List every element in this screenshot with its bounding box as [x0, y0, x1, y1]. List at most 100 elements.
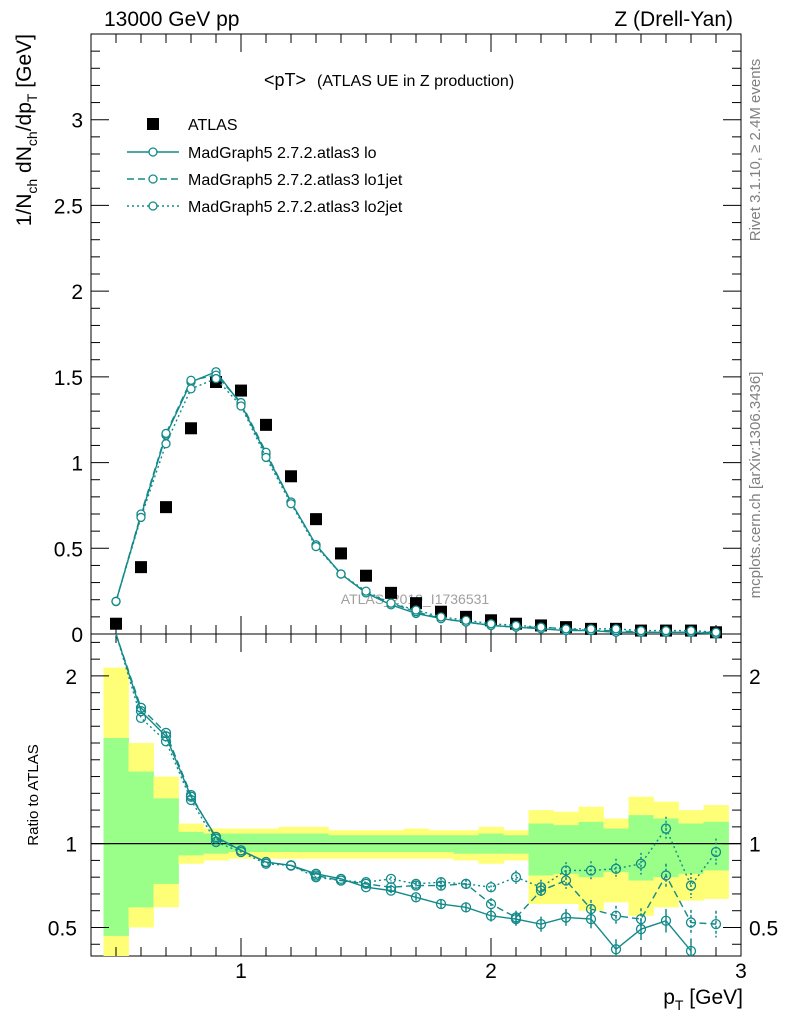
madgraph5-2-7-2-atlas3-lo2jet-ratio-marker	[260, 858, 272, 869]
axis-ticks	[90, 33, 742, 956]
band-green	[153, 798, 179, 884]
plot-title-main: <pT>	[264, 70, 306, 90]
x-axis-title-part: [GeV]	[683, 986, 743, 1009]
madgraph5-2-7-2-atlas3-lo-ratio-marker	[435, 898, 447, 910]
legend-marker	[148, 147, 158, 157]
madgraph5-2-7-2-atlas3-lo2jet-ratio-marker	[410, 878, 422, 890]
madgraph5-2-7-2-atlas3-lo2jet-main-marker	[361, 586, 371, 596]
atlas-data-point	[235, 384, 247, 397]
madgraph5-2-7-2-atlas3-lo-ratio-marker	[560, 912, 572, 923]
madgraph5-2-7-2-atlas3-lo2jet-ratio-marker	[310, 872, 322, 883]
y-axis-title-part: /dp	[13, 102, 36, 131]
y-tick-label-main: 0.5	[54, 538, 83, 561]
band-green	[253, 833, 279, 853]
madgraph5-2-7-2-atlas3-lo-ratio-marker	[460, 902, 472, 913]
atlas-data-point	[135, 561, 147, 574]
madgraph5-2-7-2-atlas3-lo2jet-ratio-marker	[535, 882, 547, 893]
y-tick-label-ratio-left: 0.5	[48, 917, 77, 940]
y-axis-title: 1/Nch dNch/dpT [GeV]	[13, 34, 40, 226]
madgraph5-2-7-2-atlas3-lo1jet-ratio-marker	[535, 885, 547, 896]
madgraph5-2-7-2-atlas3-lo2jet-ratio-marker	[185, 794, 197, 806]
madgraph5-2-7-2-atlas3-lo2jet-ratio-marker	[160, 736, 172, 747]
y-tick-label-main: 2.5	[54, 195, 83, 218]
band-green	[578, 821, 604, 878]
madgraph5-2-7-2-atlas3-lo1jet-ratio-marker	[510, 912, 522, 923]
madgraph5-2-7-2-atlas3-lo2jet-main-marker	[161, 439, 171, 449]
madgraph5-2-7-2-atlas3-lo2jet-main-marker	[536, 622, 546, 632]
madgraph5-2-7-2-atlas3-lo2jet-main-marker	[186, 384, 196, 394]
madgraph5-2-7-2-atlas3-lo-ratio-marker	[410, 892, 422, 903]
madgraph5-2-7-2-atlas3-lo-ratio-marker	[610, 944, 622, 955]
madgraph5-2-7-2-atlas3-lo1jet-ratio-marker	[585, 903, 597, 915]
y-tick-label-ratio-right: 0.5	[749, 917, 778, 940]
legend-entry-label: MadGraph5 2.7.2.atlas3 lo2jet	[188, 199, 403, 216]
x-tick-label: 3	[735, 960, 747, 983]
atlas-data-point	[360, 569, 372, 582]
y-axis-title-part: dN	[13, 146, 36, 179]
ratio-y-axis-title: Ratio to ATLAS	[25, 744, 42, 845]
madgraph5-2-7-2-atlas3-lo2jet-main-marker	[311, 541, 321, 552]
band-green	[303, 833, 329, 853]
legend-atlas-marker	[147, 118, 159, 130]
madgraph5-2-7-2-atlas3-lo2jet-main-marker	[611, 624, 621, 634]
madgraph5-2-7-2-atlas3-lo2jet-main-marker	[236, 401, 246, 411]
madgraph5-2-7-2-atlas3-lo2jet-ratio-marker	[510, 872, 522, 883]
y-tick-label-main: 1.5	[54, 367, 83, 390]
madgraph5-2-7-2-atlas3-lo1jet-ratio-marker	[435, 880, 447, 891]
plot-title-subtitle: (ATLAS UE in Z production)	[317, 73, 514, 90]
y-axis-title-sub: ch	[24, 179, 40, 194]
madgraph5-2-7-2-atlas3-lo1jet-ratio-marker	[635, 913, 647, 925]
madgraph5-2-7-2-atlas3-lo2jet-main-marker	[486, 619, 496, 629]
madgraph5-2-7-2-atlas3-lo2jet-main-marker	[511, 620, 521, 631]
madgraph5-2-7-2-atlas3-lo2jet-ratio-marker	[460, 878, 472, 890]
madgraph5-2-7-2-atlas3-lo2jet-main-marker	[136, 512, 146, 523]
madgraph5-2-7-2-atlas3-lo-ratio-marker	[685, 945, 697, 957]
madgraph5-2-7-2-atlas3-lo2jet-main-marker	[686, 625, 696, 636]
x-axis-title-part: p	[663, 986, 675, 1009]
x-tick-label: 2	[485, 960, 497, 983]
madgraph5-2-7-2-atlas3-lo2jet-ratio-marker	[435, 877, 447, 888]
madgraph5-2-7-2-atlas3-lo2jet-main-marker	[586, 624, 596, 634]
atlas-data-point	[385, 586, 397, 599]
madgraph5-2-7-2-atlas3-lo2jet-ratio-marker	[210, 836, 222, 848]
band-green	[278, 833, 304, 853]
madgraph5-2-7-2-atlas3-lo2jet-ratio-marker	[335, 875, 347, 886]
atlas-data-point	[160, 501, 172, 514]
madgraph5-2-7-2-atlas3-lo2jet-ratio-marker	[560, 865, 572, 876]
madgraph5-2-7-2-atlas3-lo2jet-main-marker	[561, 624, 571, 634]
madgraph5-2-7-2-atlas3-lo2jet-ratio-marker	[685, 880, 697, 891]
y-tick-label-main: 3	[71, 110, 83, 133]
madgraph5-2-7-2-atlas3-lo1jet-main-marker	[161, 428, 171, 439]
madgraph5-2-7-2-atlas3-lo2jet-main-marker	[111, 596, 121, 607]
tick-labels: 00.511.522.530.5 0.51 12 21 2 3	[48, 110, 778, 983]
atlas-data-point	[310, 513, 322, 526]
madgraph5-2-7-2-atlas3-lo2jet-ratio-marker	[710, 846, 722, 858]
process-label: Z (Drell-Yan)	[614, 8, 733, 31]
madgraph5-2-7-2-atlas3-lo2jet-ratio-marker	[635, 858, 647, 869]
y-axis-title-sub: T	[24, 93, 40, 102]
legend-marker	[148, 201, 158, 211]
madgraph5-2-7-2-atlas3-lo2jet-main-marker	[711, 627, 721, 637]
legend-entry-label: MadGraph5 2.7.2.atlas3 lo1jet	[188, 172, 403, 189]
madgraph5-2-7-2-atlas3-lo-ratio-line	[115, 633, 692, 952]
x-tick-label: 1	[235, 960, 247, 983]
madgraph5-2-7-2-atlas3-lo2jet-main-marker	[661, 625, 671, 636]
main-series-layer	[110, 367, 722, 639]
madgraph5-2-7-2-atlas3-lo1jet-ratio-marker	[685, 917, 697, 928]
atlas-data-point	[335, 547, 347, 560]
madgraph5-2-7-2-atlas3-lo2jet-ratio-marker	[660, 823, 672, 834]
y-tick-label-ratio-right: 1	[749, 834, 761, 857]
y-tick-label-main: 0	[71, 624, 83, 647]
madgraph5-2-7-2-atlas3-lo2jet-main-marker	[436, 612, 446, 622]
madgraph5-2-7-2-atlas3-lo2jet-main-marker	[411, 605, 421, 615]
y-tick-label-ratio-right: 2	[749, 666, 761, 689]
madgraph5-2-7-2-atlas3-lo2jet-main-marker	[386, 598, 396, 608]
madgraph5-2-7-2-atlas3-lo-ratio-marker	[585, 913, 597, 925]
madgraph5-2-7-2-atlas3-lo1jet-ratio-marker	[210, 833, 222, 844]
side-mcplots-label: mcplots.cern.ch [arXiv:1306.3436]	[747, 372, 764, 599]
legend-entry-label: MadGraph5 2.7.2.atlas3 lo	[188, 145, 377, 162]
madgraph5-2-7-2-atlas3-lo-ratio-marker	[535, 918, 547, 930]
madgraph5-2-7-2-atlas3-lo2jet-main-marker	[286, 499, 296, 509]
madgraph5-2-7-2-atlas3-lo1jet-main-marker	[186, 375, 196, 385]
